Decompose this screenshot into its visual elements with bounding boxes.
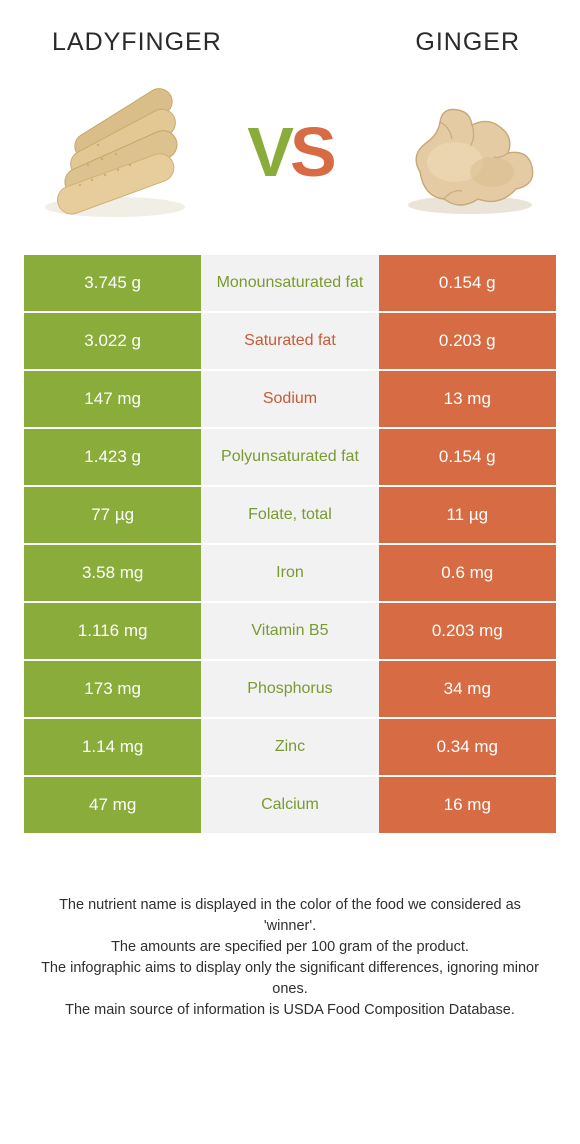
nutrient-label: Calcium bbox=[201, 777, 378, 833]
hero-row: VS bbox=[0, 57, 580, 255]
footnote-line: The main source of information is USDA F… bbox=[36, 1000, 544, 1021]
table-row: 173 mgPhosphorus34 mg bbox=[24, 661, 556, 717]
left-value: 3.745 g bbox=[24, 255, 201, 311]
footnote-line: The nutrient name is displayed in the co… bbox=[36, 895, 544, 937]
vs-label: VS bbox=[247, 112, 332, 192]
table-row: 3.022 gSaturated fat0.203 g bbox=[24, 313, 556, 369]
footnote-line: The amounts are specified per 100 gram o… bbox=[36, 937, 544, 958]
nutrient-table: 3.745 gMonounsaturated fat0.154 g3.022 g… bbox=[0, 255, 580, 833]
left-food-title: LADYFINGER bbox=[52, 28, 222, 57]
footnote-line: The infographic aims to display only the… bbox=[36, 958, 544, 1000]
nutrient-label: Polyunsaturated fat bbox=[201, 429, 378, 485]
nutrient-label: Sodium bbox=[201, 371, 378, 427]
nutrient-label: Phosphorus bbox=[201, 661, 378, 717]
left-value: 173 mg bbox=[24, 661, 201, 717]
nutrient-label: Saturated fat bbox=[201, 313, 378, 369]
nutrient-label: Folate, total bbox=[201, 487, 378, 543]
left-value: 3.022 g bbox=[24, 313, 201, 369]
ladyfinger-image bbox=[30, 77, 200, 227]
table-row: 147 mgSodium13 mg bbox=[24, 371, 556, 427]
right-value: 0.154 g bbox=[379, 429, 556, 485]
left-value: 147 mg bbox=[24, 371, 201, 427]
left-value: 47 mg bbox=[24, 777, 201, 833]
left-value: 77 µg bbox=[24, 487, 201, 543]
left-value: 1.14 mg bbox=[24, 719, 201, 775]
left-value: 1.423 g bbox=[24, 429, 201, 485]
right-value: 0.154 g bbox=[379, 255, 556, 311]
right-value: 11 µg bbox=[379, 487, 556, 543]
right-food-title: GINGER bbox=[415, 28, 520, 57]
nutrient-label: Zinc bbox=[201, 719, 378, 775]
table-row: 47 mgCalcium16 mg bbox=[24, 777, 556, 833]
right-value: 0.203 g bbox=[379, 313, 556, 369]
table-row: 3.58 mgIron0.6 mg bbox=[24, 545, 556, 601]
vs-s: S bbox=[290, 113, 333, 191]
right-value: 0.6 mg bbox=[379, 545, 556, 601]
table-row: 77 µgFolate, total11 µg bbox=[24, 487, 556, 543]
right-value: 16 mg bbox=[379, 777, 556, 833]
nutrient-label: Monounsaturated fat bbox=[201, 255, 378, 311]
table-row: 3.745 gMonounsaturated fat0.154 g bbox=[24, 255, 556, 311]
table-row: 1.14 mgZinc0.34 mg bbox=[24, 719, 556, 775]
table-row: 1.116 mgVitamin B50.203 mg bbox=[24, 603, 556, 659]
right-value: 34 mg bbox=[379, 661, 556, 717]
nutrient-label: Vitamin B5 bbox=[201, 603, 378, 659]
left-value: 3.58 mg bbox=[24, 545, 201, 601]
left-value: 1.116 mg bbox=[24, 603, 201, 659]
ginger-image bbox=[380, 77, 550, 227]
footnotes: The nutrient name is displayed in the co… bbox=[0, 835, 580, 1021]
nutrient-label: Iron bbox=[201, 545, 378, 601]
right-value: 0.203 mg bbox=[379, 603, 556, 659]
right-value: 13 mg bbox=[379, 371, 556, 427]
table-row: 1.423 gPolyunsaturated fat0.154 g bbox=[24, 429, 556, 485]
header: LADYFINGER GINGER bbox=[0, 0, 580, 57]
right-value: 0.34 mg bbox=[379, 719, 556, 775]
vs-v: V bbox=[247, 113, 290, 191]
